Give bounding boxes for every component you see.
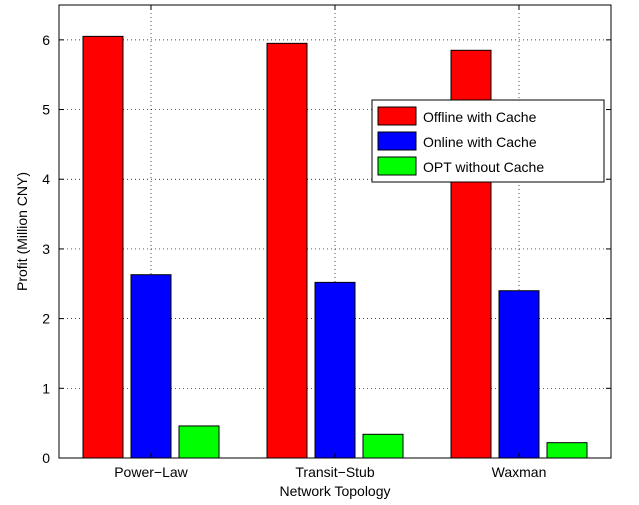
legend-swatch [377,156,417,176]
bar-opt-without-cache [362,433,404,459]
legend-label: Offline with Cache [423,109,537,125]
legend: Offline with Cache Online with Cache OPT w… [371,99,605,183]
axis-ticks: 0 1 2 3 4 5 6 Power−Law Transit−Stub Waxman [42,5,611,480]
bar-opt-without-cache [546,442,588,459]
bar-offline-with-cache [82,35,124,459]
bar-online-with-cache [498,290,540,459]
x-tick-label: Waxman [492,464,547,480]
y-tick-label: 5 [42,102,50,118]
y-axis-label: Profit (Million CNY) [14,172,30,291]
x-tick-label: Transit−Stub [295,464,374,480]
x-axis-label: Network Topology [279,483,390,499]
bar-online-with-cache [130,274,172,459]
y-tick-label: 1 [42,380,50,396]
y-tick-label: 2 [42,311,50,327]
bars [82,35,588,459]
legend-label: OPT without Cache [423,159,544,175]
y-tick-label: 6 [42,32,50,48]
x-tick-label: Power−Law [114,464,188,480]
bar-offline-with-cache [266,42,308,459]
bar-online-with-cache [314,281,356,459]
y-tick-label: 0 [42,450,50,466]
legend-swatch [377,131,417,151]
bar-opt-without-cache [178,425,220,459]
legend-swatch [377,106,417,126]
legend-label: Online with Cache [423,134,537,150]
y-tick-label: 4 [42,171,50,187]
y-tick-label: 3 [42,241,50,257]
